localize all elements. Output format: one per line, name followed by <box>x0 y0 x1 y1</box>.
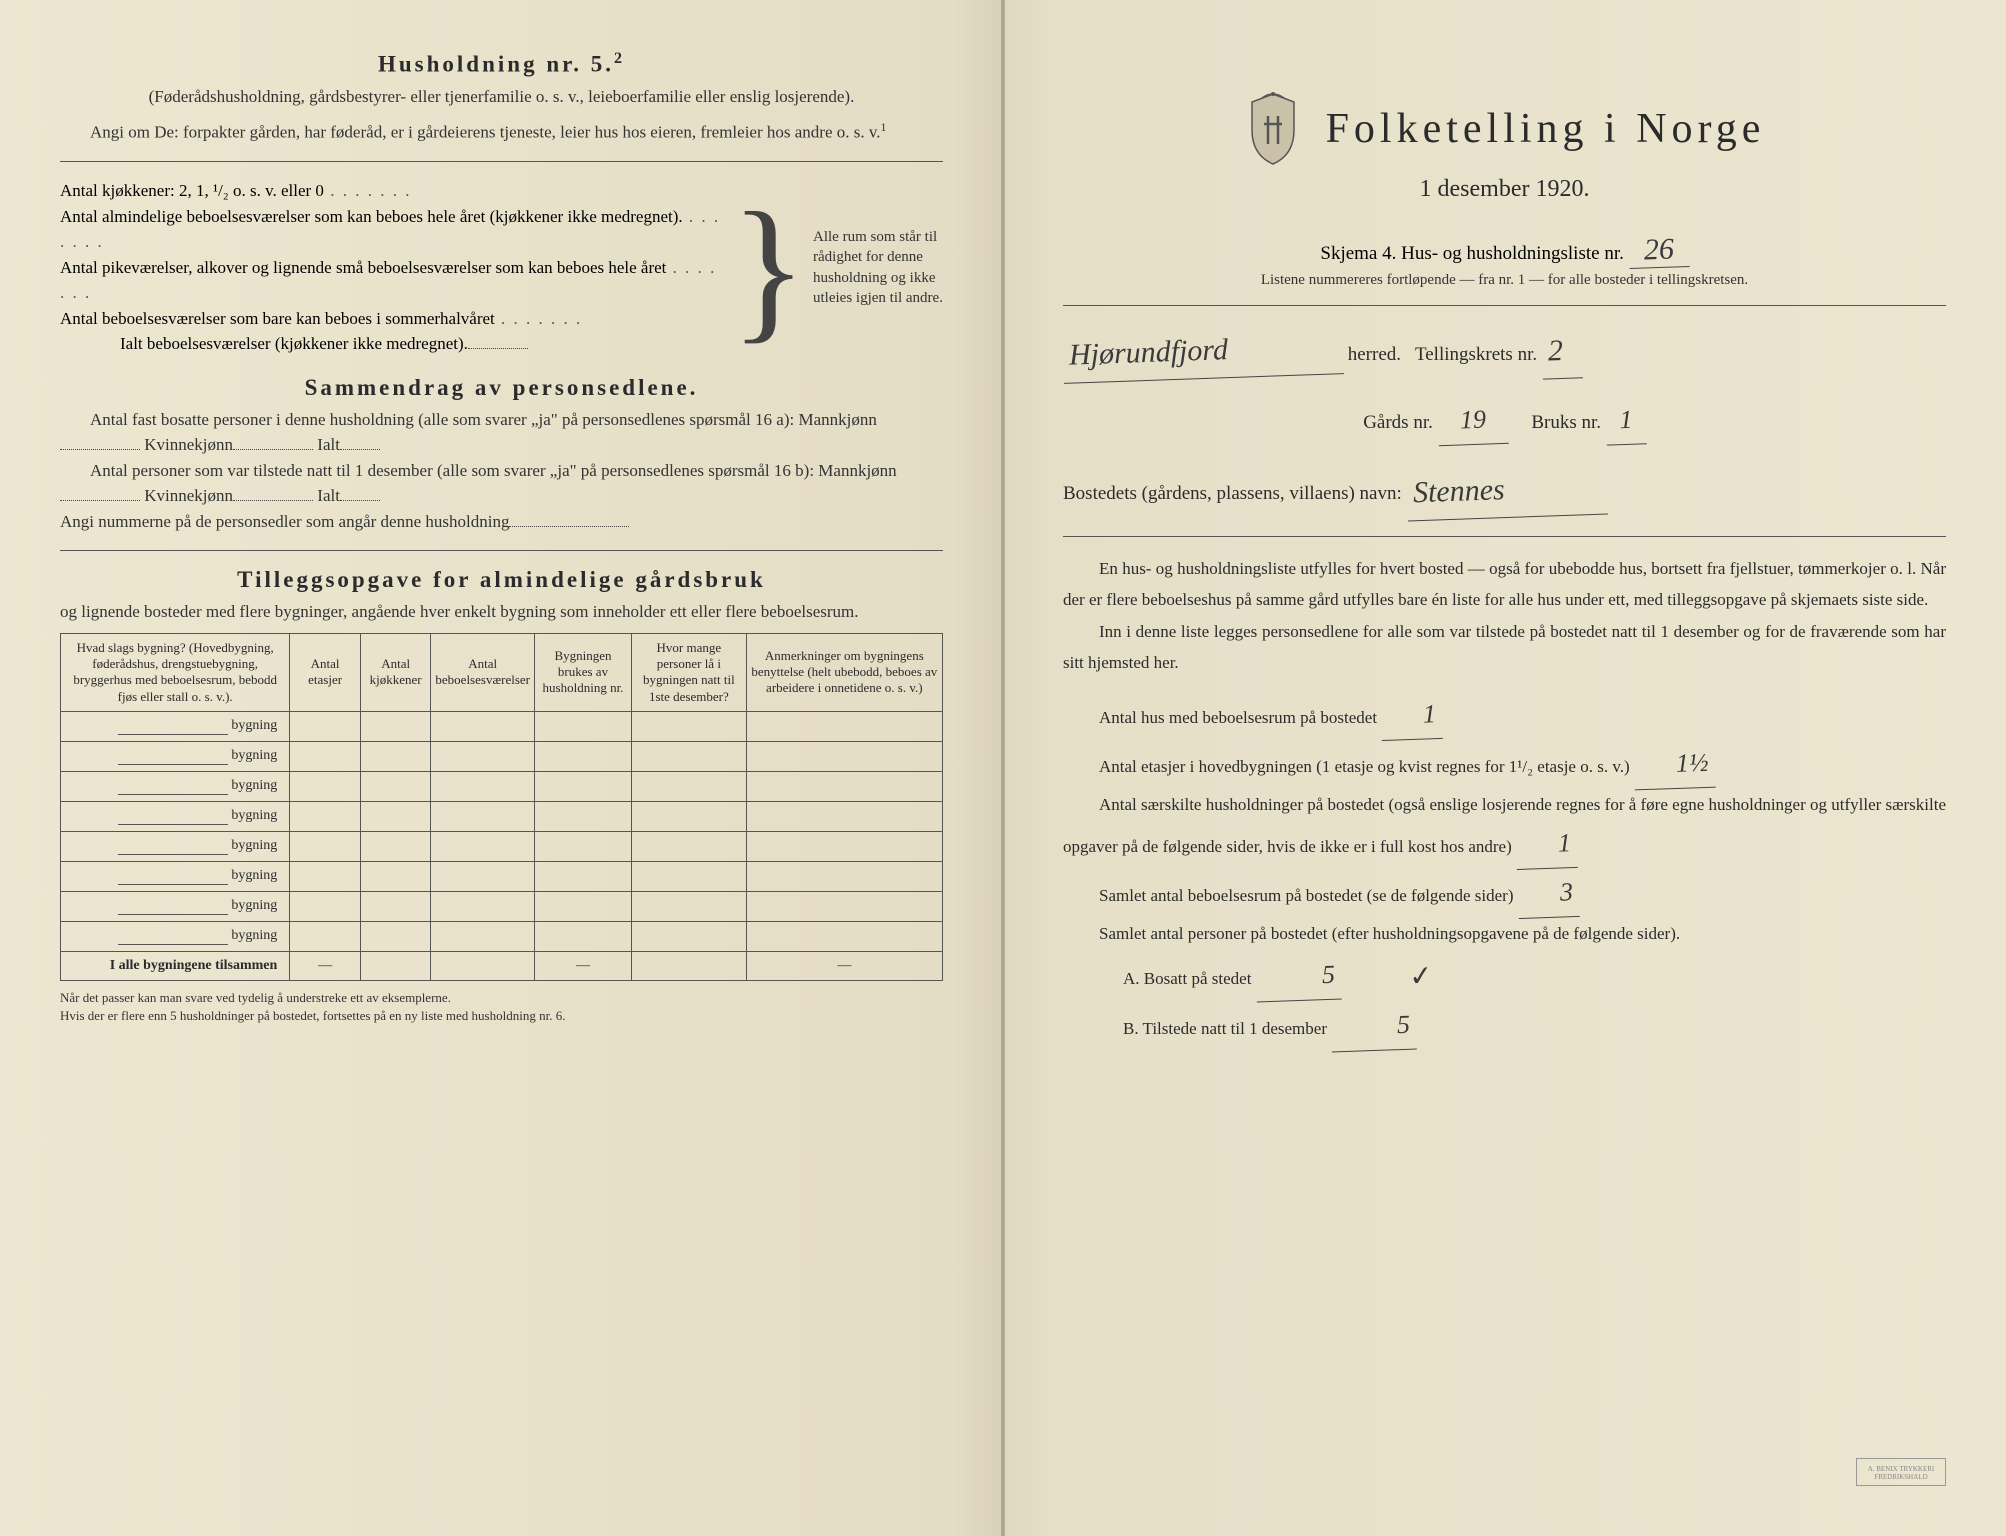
th-0: Hvad slags bygning? (Hovedbygning, føder… <box>61 633 290 711</box>
tilstede-value: 5 <box>1330 1000 1417 1052</box>
coat-of-arms-icon <box>1244 90 1302 168</box>
bosted-value: Stennes <box>1406 459 1608 521</box>
th-2: Antal kjøkkener <box>360 633 431 711</box>
printer-stamp: A. BENIX TRYKKERI FREDRIKSHALD <box>1856 1458 1946 1486</box>
tilstede-line: B. Tilstede natt til 1 desember 5 <box>1063 1002 1946 1051</box>
angi-nummer: Angi nummerne på de personsedler som ang… <box>60 509 943 535</box>
footnote: Når det passer kan man svare ved tydelig… <box>60 989 943 1025</box>
samlet-pers-line: Samlet antal personer på bostedet (efter… <box>1063 918 1946 949</box>
table-row: bygning <box>61 891 943 921</box>
angi-line: Angi om De: forpakter gården, har føderå… <box>60 119 943 145</box>
th-1: Antal etasjer <box>290 633 361 711</box>
tillegg-title: Tilleggsopgave for almindelige gårdsbruk <box>60 567 943 593</box>
table-row: bygning <box>61 861 943 891</box>
bosted-line: Bostedets (gårdens, plassens, villaens) … <box>1063 463 1946 518</box>
table-row: bygning <box>61 711 943 741</box>
listene-note: Listene nummereres fortløpende — fra nr.… <box>1063 272 1946 289</box>
table-header-row: Hvad slags bygning? (Hovedbygning, føder… <box>61 633 943 711</box>
document-spread: Husholdning nr. 5.2 (Føderådshusholdning… <box>0 0 2006 1536</box>
table-total-row: I alle bygningene tilsammen ——— <box>61 951 943 980</box>
samlet-rum-value: 3 <box>1517 868 1580 919</box>
sammendrag-2: Antal personer som var tilstede natt til… <box>60 458 943 509</box>
brace-note: Alle rum som står til rådighet for denne… <box>813 227 943 308</box>
antal-hus-value: 1 <box>1380 689 1443 740</box>
etasjer-value: 1½ <box>1633 738 1715 790</box>
bruks-nr: 1 <box>1605 396 1647 445</box>
skjema-line: Skjema 4. Hus- og husholdningsliste nr. … <box>1063 233 1946 268</box>
th-6: Anmerkninger om bygningens benyttelse (h… <box>746 633 942 711</box>
para1: En hus- og husholdningsliste utfylles fo… <box>1063 553 1946 616</box>
table-row: bygning <box>61 771 943 801</box>
table-row: bygning <box>61 801 943 831</box>
left-page: Husholdning nr. 5.2 (Føderådshusholdning… <box>0 0 1003 1536</box>
saerskilte-value: 1 <box>1515 819 1578 870</box>
skjema-nr: 26 <box>1628 232 1689 269</box>
para2: Inn i denne liste legges personsedlene f… <box>1063 616 1946 679</box>
rooms-block: Antal kjøkkener: 2, 1, ¹/₂ o. s. v. elle… <box>60 178 943 357</box>
tellingskrets-nr: 2 <box>1541 323 1583 379</box>
etasjer-line: Antal etasjer i hovedbygningen (1 etasje… <box>1063 740 1946 789</box>
bosatt-value: 5 <box>1255 950 1342 1002</box>
husholdning-title: Husholdning nr. 5.2 <box>60 50 943 78</box>
sammendrag-title: Sammendrag av personsedlene. <box>60 375 943 401</box>
title-block: Folketelling i Norge 1 desember 1920. <box>1063 90 1946 203</box>
gards-line: Gårds nr. 19 Bruks nr. 1 <box>1063 397 1946 445</box>
th-4: Bygningen brukes av husholdning nr. <box>534 633 631 711</box>
gards-nr: 19 <box>1437 396 1509 446</box>
herred-line: Hjørundfjord herred. Tellingskrets nr. 2 <box>1063 324 1946 379</box>
th-3: Antal beboelsesværelser <box>431 633 535 711</box>
total-label: I alle bygningene tilsammen <box>61 951 290 980</box>
bosatt-line: A. Bosatt på stedet 5 ✓ <box>1063 950 1946 1002</box>
page-fold <box>1001 0 1005 1536</box>
table-row: bygning <box>61 921 943 951</box>
th-5: Hvor mange personer lå i bygningen natt … <box>632 633 747 711</box>
table-row: bygning <box>61 831 943 861</box>
husholdning-subtitle: (Føderådshusholdning, gårdsbestyrer- ell… <box>60 84 943 110</box>
main-title: Folketelling i Norge <box>1326 105 1766 153</box>
antal-hus-line: Antal hus med beboelsesrum på bostedet 1 <box>1063 691 1946 740</box>
saerskilte-line: Antal særskilte husholdninger på bostede… <box>1063 789 1946 870</box>
right-page: Folketelling i Norge 1 desember 1920. Sk… <box>1003 0 2006 1536</box>
tillegg-sub: og lignende bosteder med flere bygninger… <box>60 599 943 625</box>
samlet-rum-line: Samlet antal beboelsesrum på bostedet (s… <box>1063 869 1946 918</box>
table-row: bygning <box>61 741 943 771</box>
census-date: 1 desember 1920. <box>1063 176 1946 203</box>
checkmark-icon: ✓ <box>1347 950 1435 1009</box>
bygning-table: Hvad slags bygning? (Hovedbygning, føder… <box>60 633 943 981</box>
sammendrag-1: Antal fast bosatte personer i denne hush… <box>60 407 943 458</box>
brace-icon: } <box>730 200 807 336</box>
herred-value: Hjørundfjord <box>1062 319 1344 384</box>
